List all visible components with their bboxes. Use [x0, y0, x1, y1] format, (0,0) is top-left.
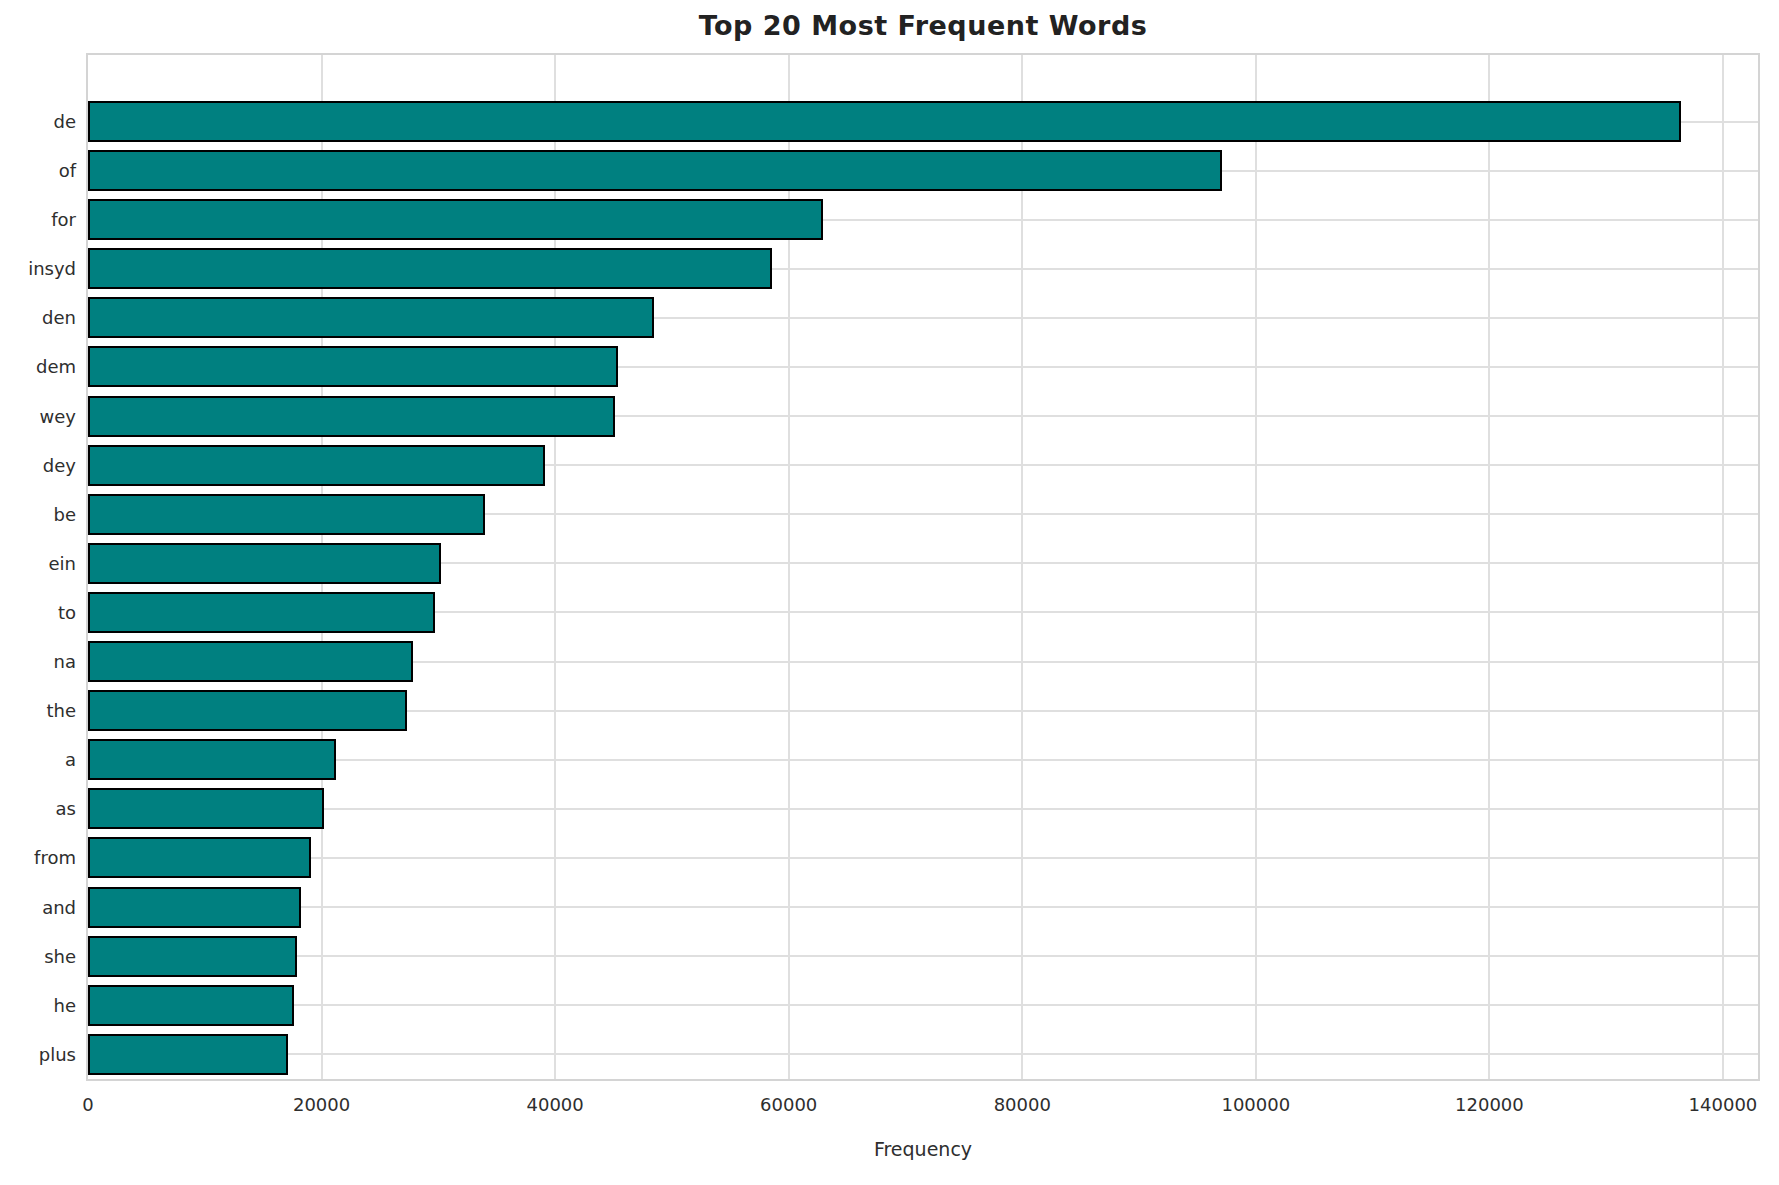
bar-row: dem: [88, 342, 1758, 391]
y-tick-label: wey: [40, 392, 76, 441]
bar-and: [88, 887, 301, 928]
bar-row: be: [88, 490, 1758, 539]
bar-row: as: [88, 784, 1758, 833]
chart-title: Top 20 Most Frequent Words: [86, 10, 1760, 41]
y-tick-label: from: [34, 833, 76, 882]
bar-insyd: [88, 248, 772, 289]
bar-the: [88, 690, 407, 731]
bar-den: [88, 297, 654, 338]
y-tick-label: a: [65, 735, 76, 784]
y-tick-label: na: [54, 637, 76, 686]
y-tick-label: dem: [36, 342, 76, 391]
y-tick-label: insyd: [28, 244, 76, 293]
y-tick-label: de: [54, 97, 77, 146]
bar-row: ein: [88, 539, 1758, 588]
y-tick-label: she: [44, 932, 76, 981]
y-tick-label: as: [56, 784, 76, 833]
x-tick-label: 80000: [994, 1092, 1051, 1118]
bar-na: [88, 641, 413, 682]
x-axis-tick-labels: 020000400006000080000100000120000140000: [88, 1092, 1758, 1118]
horizontal-gridline: [88, 808, 1758, 810]
bar-plus: [88, 1034, 288, 1075]
y-tick-label: he: [54, 981, 76, 1030]
bar-row: to: [88, 588, 1758, 637]
bar-row: a: [88, 735, 1758, 784]
bar-row: den: [88, 293, 1758, 342]
horizontal-gridline: [88, 1053, 1758, 1055]
bar-row: de: [88, 97, 1758, 146]
bar-chart-figure: Top 20 Most Frequent Words deofforinsydd…: [0, 0, 1779, 1185]
y-tick-label: and: [42, 883, 76, 932]
x-tick-label: 140000: [1689, 1092, 1758, 1118]
bar-row: from: [88, 833, 1758, 882]
y-tick-label: be: [54, 490, 77, 539]
bar-be: [88, 494, 485, 535]
x-tick-label: 20000: [293, 1092, 350, 1118]
bar-a: [88, 739, 336, 780]
bar-row: the: [88, 686, 1758, 735]
x-tick-label: 120000: [1455, 1092, 1524, 1118]
x-tick-label: 0: [82, 1092, 93, 1118]
horizontal-gridline: [88, 1004, 1758, 1006]
bar-row: for: [88, 195, 1758, 244]
bar-row: and: [88, 883, 1758, 932]
bar-ein: [88, 543, 441, 584]
x-tick-label: 100000: [1221, 1092, 1290, 1118]
bar-for: [88, 199, 823, 240]
bar-to: [88, 592, 435, 633]
y-tick-label: to: [58, 588, 76, 637]
bar-row: dey: [88, 441, 1758, 490]
bar-dey: [88, 445, 545, 486]
x-axis-label: Frequency: [86, 1138, 1760, 1160]
bars-container: deofforinsyddendemweydeybeeintonatheaasf…: [88, 55, 1758, 1079]
bar-wey: [88, 396, 615, 437]
y-tick-label: the: [46, 686, 76, 735]
horizontal-gridline: [88, 759, 1758, 761]
y-tick-label: for: [51, 195, 76, 244]
bar-row: of: [88, 146, 1758, 195]
bar-from: [88, 837, 311, 878]
bar-de: [88, 101, 1681, 142]
horizontal-gridline: [88, 857, 1758, 859]
y-tick-label: plus: [39, 1030, 76, 1079]
bar-she: [88, 936, 297, 977]
bar-row: wey: [88, 392, 1758, 441]
bar-he: [88, 985, 294, 1026]
y-tick-label: ein: [49, 539, 76, 588]
y-tick-label: den: [42, 293, 76, 342]
y-tick-label: dey: [43, 441, 76, 490]
bar-row: she: [88, 932, 1758, 981]
horizontal-gridline: [88, 906, 1758, 908]
x-tick-label: 40000: [526, 1092, 583, 1118]
horizontal-gridline: [88, 955, 1758, 957]
bar-row: insyd: [88, 244, 1758, 293]
bar-dem: [88, 346, 618, 387]
y-tick-label: of: [59, 146, 76, 195]
bar-row: he: [88, 981, 1758, 1030]
bar-of: [88, 150, 1222, 191]
bar-row: na: [88, 637, 1758, 686]
bar-row: plus: [88, 1030, 1758, 1079]
bar-as: [88, 788, 324, 829]
x-tick-label: 60000: [760, 1092, 817, 1118]
